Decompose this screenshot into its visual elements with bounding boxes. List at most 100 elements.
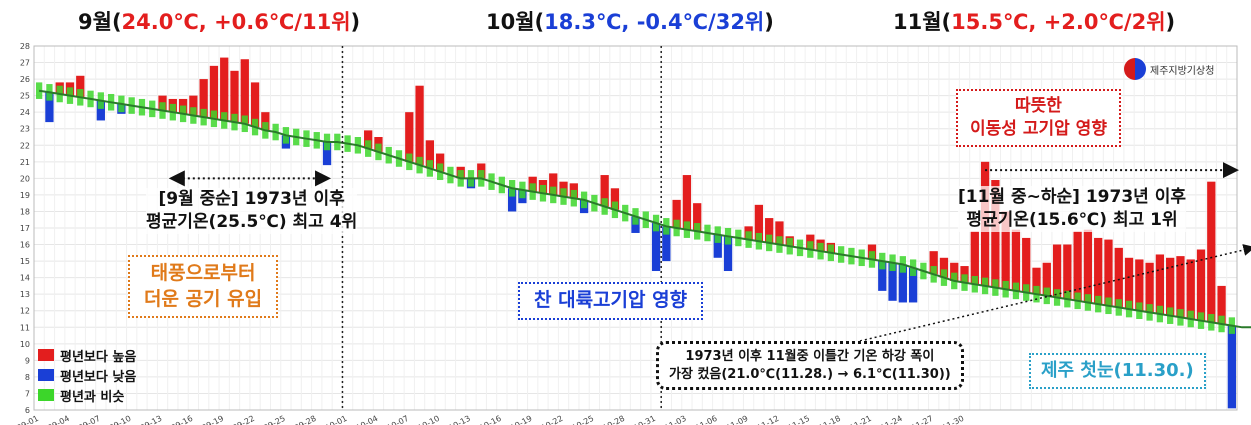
daily-bar [1042,262,1051,296]
y-tick-label: 28 [20,42,30,51]
daily-bar [1196,249,1206,321]
daily-bar [1022,237,1031,293]
sep-record-note: [9월 중순] 1973년 이후 평균기온(25.5℃) 최고 4위 [146,188,358,234]
daily-bar [549,173,558,195]
header-paren: ) [1165,10,1176,34]
daily-bar [1166,257,1175,316]
daily-bar [682,175,692,230]
legend-item: 평년보다 낮음 [38,365,136,385]
daily-bar [1011,229,1021,291]
daily-bar [1104,239,1113,306]
x-tick-label: 09-07 [77,414,102,425]
daily-bar [199,79,208,118]
x-tick-label: 11-24 [879,414,904,425]
x-tick-label: 11-21 [848,414,873,425]
y-tick-label: 22 [20,141,30,150]
y-tick-label: 9 [25,356,30,365]
legend-swatch [38,349,54,361]
x-tick-label: 10-16 [478,414,503,425]
note-line: 따뜻한 [1015,96,1062,116]
note-line: 평균기온(15.6℃) 최고 1위 [966,209,1178,230]
daily-bar [970,231,979,285]
october-header: 10월(18.3℃, -0.4℃/32위) [486,6,774,36]
x-tick-label: 09-22 [231,414,256,425]
legend-label: 평년과 비슷 [60,389,125,405]
x-tick-label: 10-28 [601,414,626,425]
daily-bar [1083,229,1093,303]
daily-bar [45,92,54,123]
note-line: 태풍으로부터 [150,262,256,284]
daily-bar [1052,244,1062,298]
header-paren: ) [350,10,361,34]
y-tick-label: 25 [20,92,30,101]
x-tick-label: 09-04 [46,414,71,425]
daily-bar [1145,262,1154,313]
daily-bar [405,112,414,162]
header-month: 10월 [486,10,535,34]
daily-bar [765,218,774,243]
kma-logo: 제주지방기상청 [1124,58,1214,80]
daily-bar [364,130,373,149]
header-paren: ( [111,10,122,34]
note-line: 더운 공기 유입 [144,287,263,310]
x-tick-label: 10-10 [416,414,441,425]
y-tick-label: 12 [20,307,30,316]
daily-bar [1073,231,1082,301]
daily-bar [1124,257,1134,310]
annotation-arrows [168,162,1251,342]
daily-bar [1217,285,1226,324]
daily-bar [240,59,249,124]
note-line: [11월 중~하순] 1973년 이후 [958,187,1186,207]
daily-bar [436,153,445,172]
y-tick-label: 20 [20,174,30,183]
header-month: 9월 [78,10,112,34]
header-paren: ( [941,10,952,34]
cold-high-note: 찬 대륙고기압 영향 [518,282,704,320]
daily-bar [1135,259,1144,311]
x-tick-label: 10-22 [540,414,565,425]
y-tick-label: 16 [20,241,30,250]
drop-pointer-arrow [859,244,1251,342]
y-tick-label: 10 [20,340,30,349]
november-header: 11월(15.5℃, +2.0℃/2위) [893,6,1175,36]
daily-bar [888,262,897,301]
legend-item: 평년과 비슷 [38,385,136,405]
daily-bar [322,141,332,166]
daily-bar [754,204,764,242]
daily-bar [898,264,907,303]
y-tick-label: 26 [20,75,30,84]
x-tick-label: 10-25 [571,414,596,425]
x-tick-label: 09-19 [200,414,225,425]
y-tick-label: 15 [20,257,30,266]
y-tick-label: 6 [25,406,30,415]
x-tick-label: 09-28 [293,414,318,425]
daily-bar [261,112,270,131]
temperature-drop-note: 1973년 이후 11월중 이틀간 기온 하강 폭이 가장 컸음(21.0℃(1… [656,341,964,391]
y-tick-label: 13 [20,290,30,299]
x-tick-label: 09-01 [15,414,40,425]
x-tick-label: 10-19 [509,414,534,425]
daily-bar [1032,267,1041,295]
logo-text: 제주지방기상청 [1150,65,1215,77]
x-axis: 09-01 09-04 09-07 09-10 09-13 09-16 09-19 09-22… [15,414,965,425]
kma-emblem-icon [1124,58,1146,80]
note-line: 평균기온(25.5℃) 최고 4위 [146,211,358,232]
daily-bar [1094,237,1103,305]
daily-bar [775,221,784,245]
x-tick-label: 10-31 [632,414,657,425]
daily-bar [209,65,219,119]
header-stats: 18.3℃, -0.4℃/32위 [544,10,765,34]
legend-label: 평년보다 높음 [60,349,137,365]
daily-bar [507,188,517,212]
daily-bar [1186,259,1195,319]
x-tick-label: 09-16 [170,414,195,425]
daily-bar [651,223,661,272]
legend-swatch [38,389,54,401]
x-tick-label: 11-18 [817,414,842,425]
x-tick-label: 11-09 [725,414,750,425]
daily-bar [1207,181,1216,323]
y-tick-label: 14 [20,274,30,283]
legend-swatch [38,369,54,381]
typhoon-note: 태풍으로부터 더운 공기 유입 [128,255,279,319]
x-tick-label: 11-06 [694,414,719,425]
